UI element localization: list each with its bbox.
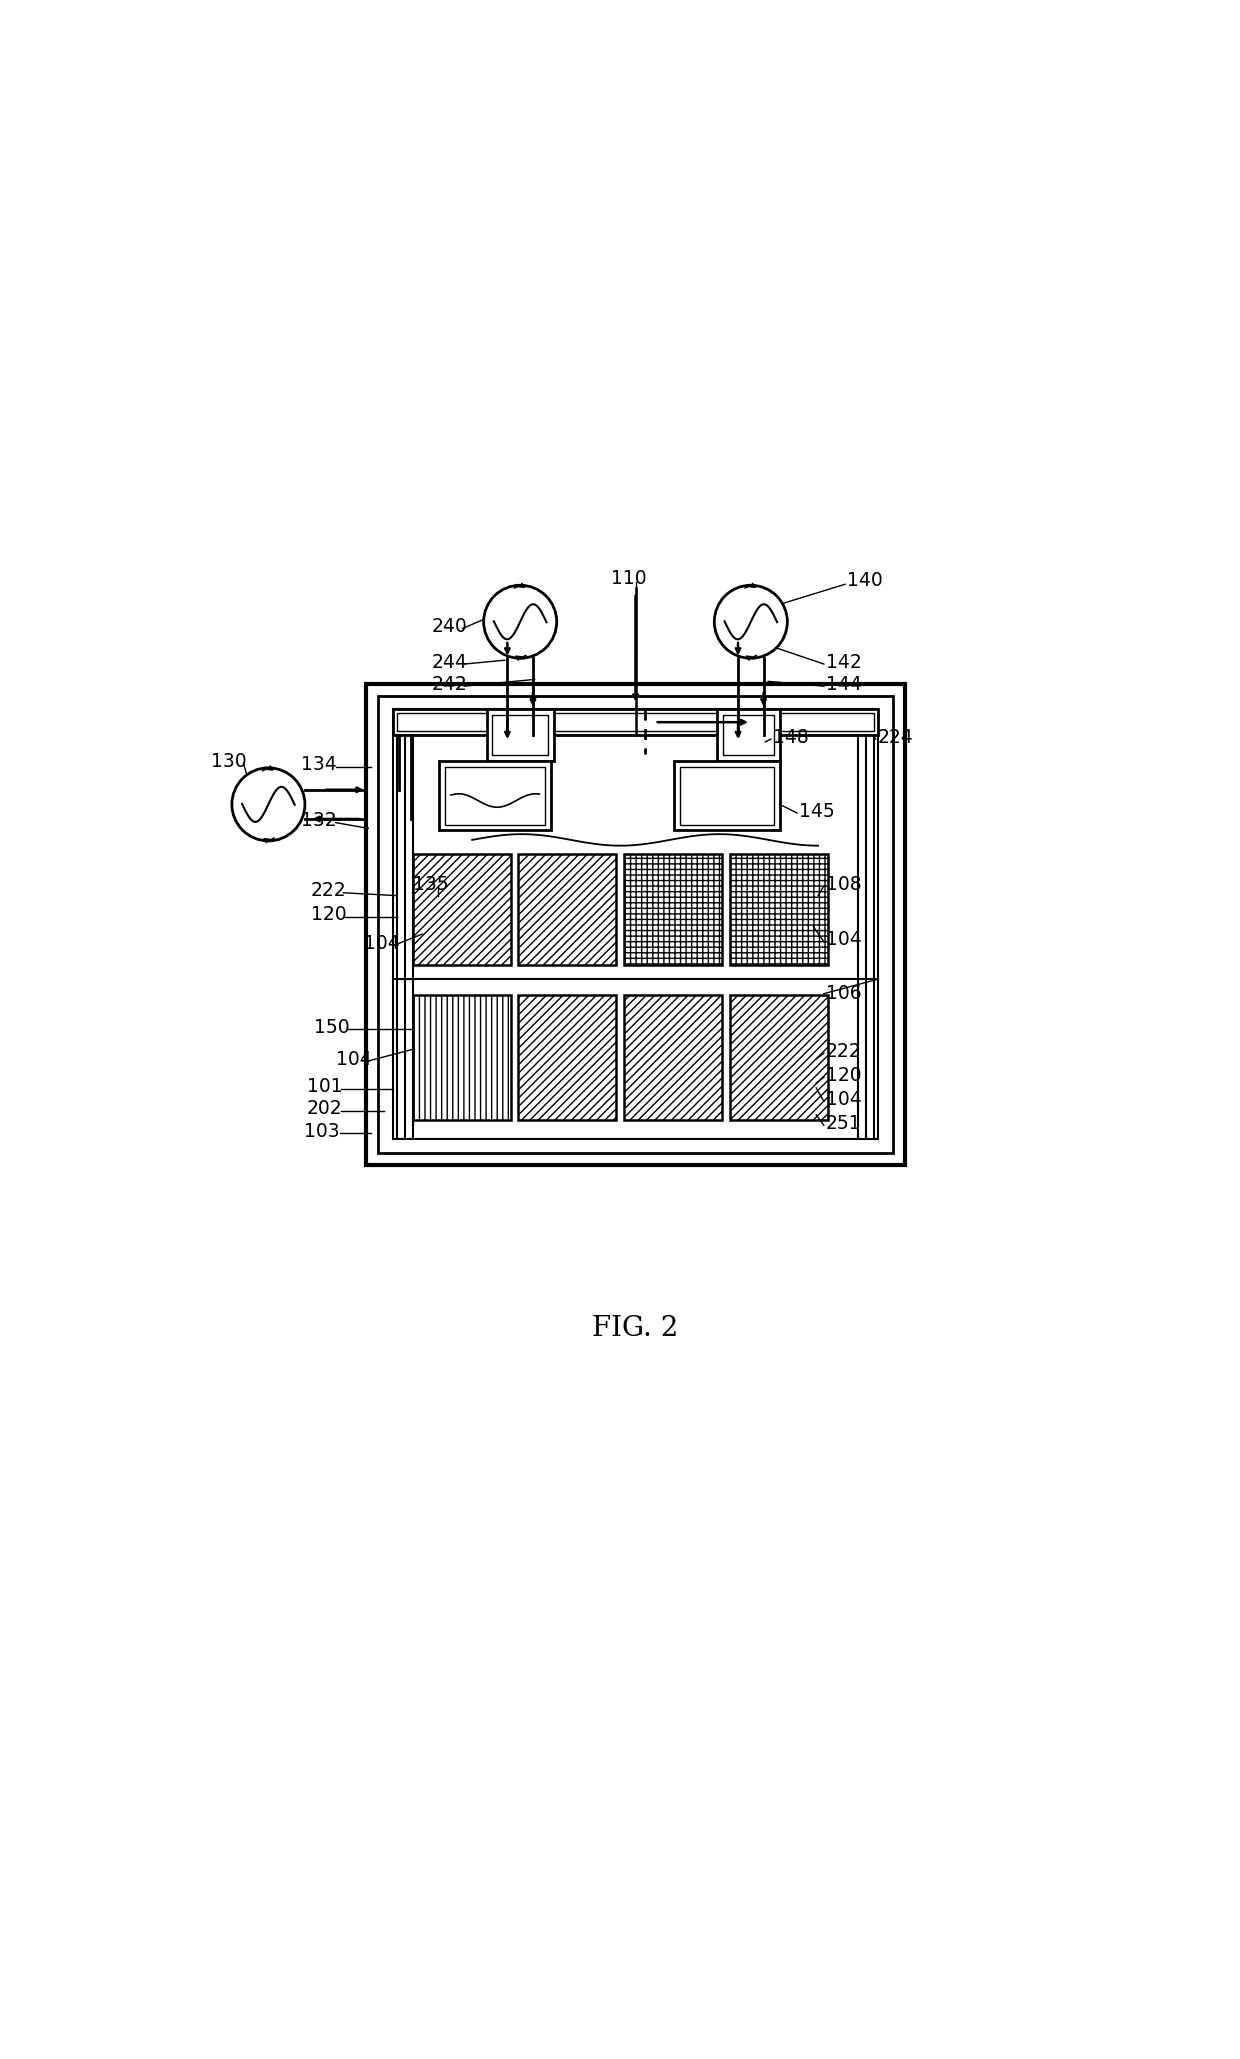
Text: 106: 106: [826, 984, 862, 1003]
Text: 103: 103: [304, 1122, 340, 1141]
Text: 132: 132: [301, 811, 337, 830]
Text: 242: 242: [432, 675, 467, 694]
Bar: [486, 708, 554, 762]
Bar: [367, 684, 905, 1165]
Text: 150: 150: [314, 1017, 350, 1038]
Bar: [723, 714, 774, 756]
Circle shape: [714, 585, 787, 659]
Bar: [717, 708, 780, 762]
Text: 135: 135: [413, 875, 448, 894]
Text: 130: 130: [211, 752, 247, 770]
Text: 104: 104: [365, 935, 401, 953]
Text: 104: 104: [826, 931, 862, 949]
Bar: [492, 714, 548, 756]
Bar: [624, 994, 722, 1120]
Bar: [624, 854, 722, 966]
Text: 134: 134: [301, 756, 337, 774]
Bar: [675, 762, 780, 830]
Text: 244: 244: [432, 653, 467, 671]
Bar: [518, 994, 616, 1120]
Text: 120: 120: [826, 1067, 862, 1085]
Bar: [729, 854, 828, 966]
Text: 108: 108: [826, 875, 862, 894]
Bar: [413, 854, 511, 966]
Text: 120: 120: [311, 906, 346, 924]
Text: FIG. 2: FIG. 2: [593, 1314, 678, 1342]
Text: 144: 144: [826, 675, 862, 694]
Bar: [680, 766, 774, 824]
Circle shape: [232, 768, 305, 840]
Text: 145: 145: [799, 801, 835, 822]
Bar: [518, 854, 616, 966]
Bar: [378, 696, 893, 1153]
Text: 104: 104: [336, 1050, 372, 1069]
Text: 222: 222: [826, 1042, 862, 1060]
Bar: [397, 712, 874, 731]
Bar: [393, 708, 878, 1139]
Text: 110: 110: [611, 568, 646, 589]
Bar: [413, 994, 511, 1120]
Bar: [729, 994, 828, 1120]
Text: 222: 222: [311, 881, 346, 900]
Text: 140: 140: [847, 570, 883, 591]
Bar: [439, 762, 551, 830]
Bar: [393, 708, 878, 735]
Circle shape: [484, 585, 557, 659]
Text: 104: 104: [826, 1089, 862, 1110]
Text: 202: 202: [306, 1100, 342, 1118]
Text: 224: 224: [878, 727, 914, 747]
Text: 251: 251: [826, 1114, 862, 1132]
Text: 148: 148: [773, 727, 808, 747]
Text: 240: 240: [432, 618, 467, 636]
Text: 142: 142: [826, 653, 862, 671]
Text: 101: 101: [306, 1077, 342, 1095]
Bar: [445, 766, 546, 824]
